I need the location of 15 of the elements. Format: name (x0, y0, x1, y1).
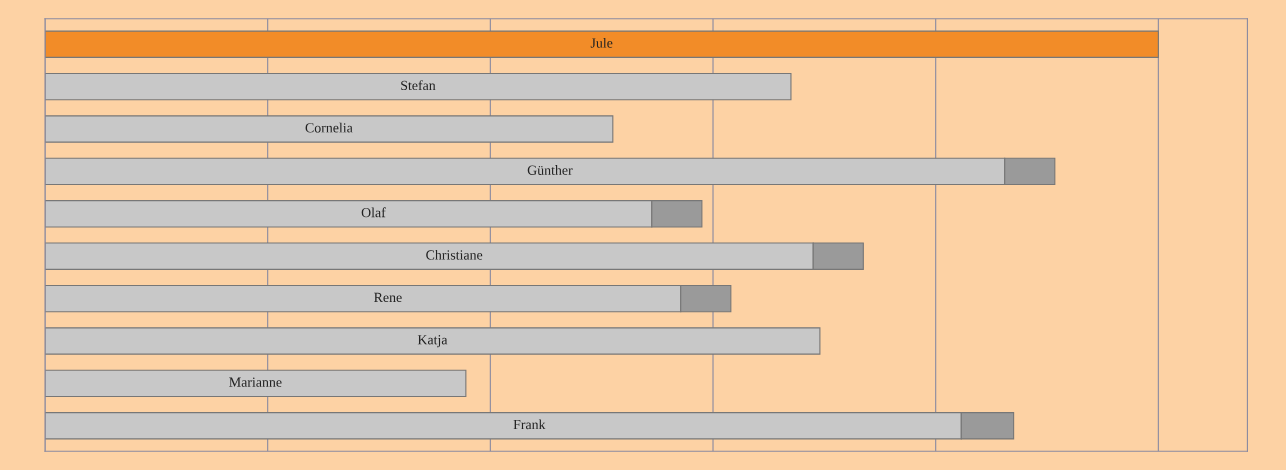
bar (45, 369, 467, 398)
y-tick-label: Günther (527, 165, 573, 175)
y-tick-label: Katja (417, 335, 448, 348)
bar (45, 327, 821, 355)
y-tick-label: Frank (513, 419, 546, 430)
bar (45, 115, 614, 143)
bar (45, 30, 1159, 58)
y-tick-label: Marianne (229, 377, 282, 387)
y-tick-label: Stefan (401, 80, 436, 91)
y-tick-label: Jule (590, 37, 613, 48)
y-tick-label: Olaf (361, 207, 386, 218)
y-tick-label: Cornelia (305, 122, 353, 133)
y-tick-label: Rene (374, 292, 402, 303)
bar (45, 72, 792, 101)
y-tick-label: Christiane (426, 249, 483, 260)
